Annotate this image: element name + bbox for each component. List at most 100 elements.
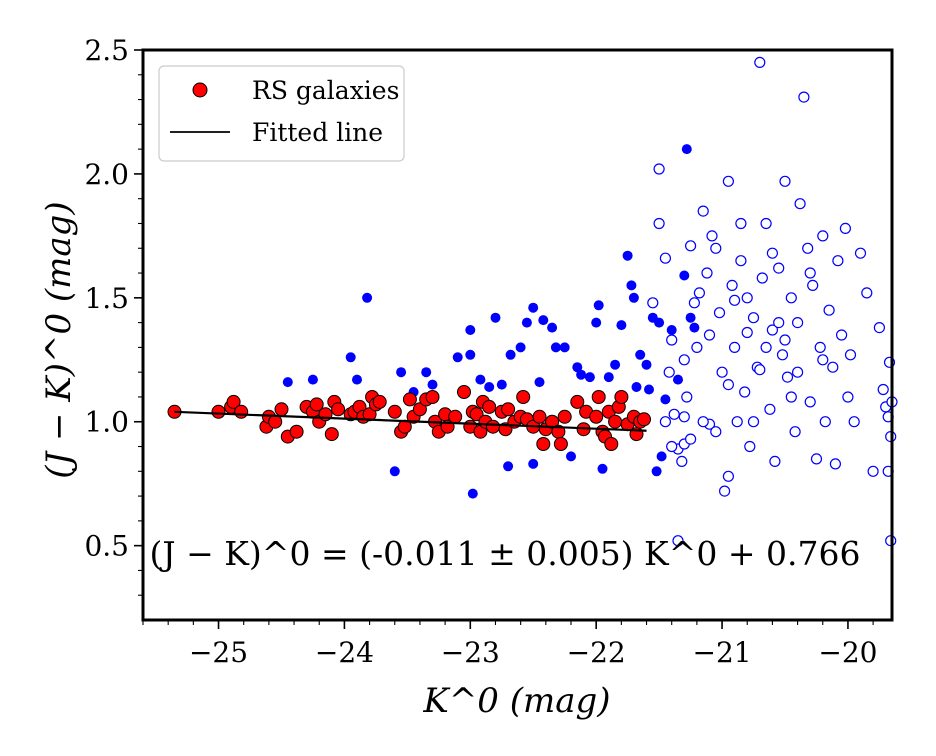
blue-open-point <box>666 334 678 346</box>
blue-filled-point <box>566 451 576 462</box>
rs-galaxy-point <box>234 404 249 419</box>
rs-galaxy-point <box>532 409 547 424</box>
blue-filled-point <box>307 374 318 385</box>
blue-open-point <box>835 329 848 341</box>
blue-open-point <box>693 287 706 299</box>
blue-filled-point <box>679 270 690 281</box>
blue-open-point <box>710 242 722 254</box>
plot-frame <box>141 48 894 622</box>
blue-open-point <box>832 255 844 267</box>
x-tick-label: −22 <box>567 636 626 669</box>
blue-filled-point <box>484 382 495 392</box>
fit-layer <box>174 410 647 432</box>
rs-galaxy-point <box>289 424 304 439</box>
blue-open-point <box>781 371 794 383</box>
blue-filled-point <box>631 382 642 392</box>
blue-filled-point <box>622 250 633 261</box>
blue-filled-point <box>467 488 478 499</box>
blue-open-point <box>773 317 785 329</box>
blue-open-point <box>754 56 766 69</box>
blue-filled-point <box>654 317 665 328</box>
rs-galaxy-point <box>545 414 560 429</box>
blue-open-point <box>807 279 819 291</box>
blue-filled-point <box>475 374 486 385</box>
blue-open-point <box>844 349 857 361</box>
legend-rs-marker <box>192 82 208 98</box>
blue-open-point <box>789 426 801 438</box>
blue-filled-point <box>465 349 476 360</box>
blue-filled-point <box>547 322 558 333</box>
blue-filled-point <box>345 352 356 363</box>
blue-open-point <box>769 455 781 467</box>
blue-open-point <box>713 307 726 319</box>
x-tick-label: −25 <box>189 636 248 669</box>
y-axis-title: (J − K)^0 (mag) <box>39 201 79 478</box>
blue-filled-point <box>396 367 407 378</box>
rs-galaxy-point <box>309 397 324 412</box>
blue-open-point <box>804 396 816 408</box>
blue-open-point <box>810 453 823 465</box>
blue-open-point <box>747 312 760 324</box>
blue-filled-point <box>610 359 621 370</box>
blue-filled-point <box>421 367 432 378</box>
blue-filled-point <box>584 372 595 383</box>
blue-open-point <box>659 252 672 264</box>
blue-open-point <box>701 267 713 279</box>
blue-open-point <box>854 247 867 259</box>
blue-open-point <box>722 379 735 391</box>
blue-filled-point <box>689 322 700 333</box>
blue-open-point <box>691 341 703 353</box>
blue-filled-point <box>465 325 476 335</box>
rs-galaxy-point <box>331 402 346 417</box>
rs-galaxy-point <box>362 407 377 422</box>
y-tick-label: 1.5 <box>84 282 129 315</box>
blue-open-point <box>731 416 743 428</box>
blue-open-point <box>676 455 688 467</box>
blue-filled-point <box>641 359 652 370</box>
blue-filled-point <box>628 292 639 303</box>
blue-open-point <box>697 416 709 428</box>
rs-galaxy-point <box>570 394 585 409</box>
rs-galaxy-point <box>274 402 289 417</box>
blue-open-point <box>791 366 804 378</box>
blue-open-point <box>747 416 760 428</box>
rs-galaxy-point <box>226 394 241 409</box>
rs-galaxy-point <box>608 414 623 429</box>
x-tick-label: −20 <box>818 636 877 669</box>
rs-galaxy-point <box>604 437 619 451</box>
blue-open-point <box>819 416 831 428</box>
blue-open-point <box>798 91 810 103</box>
blue-open-point <box>744 440 756 453</box>
blue-filled-point <box>660 394 671 405</box>
blue-open-point <box>735 255 747 267</box>
rs-galaxy-point <box>402 392 417 407</box>
blue-filled-point <box>681 144 692 155</box>
blue-open-point <box>791 317 804 329</box>
blue-filled-point <box>352 374 362 385</box>
blue-open-point <box>688 297 701 309</box>
blue-filled-point <box>282 377 293 388</box>
blue-open-point <box>706 230 718 242</box>
blue-open-point <box>867 465 879 477</box>
blue-open-point <box>728 341 741 353</box>
blue-open-point <box>666 440 678 453</box>
blue-open-point <box>842 391 854 403</box>
blue-filled-point <box>616 320 627 331</box>
y-tick-label: 2.5 <box>84 34 129 67</box>
blue-filled-point <box>362 292 373 303</box>
rs-galaxy-point <box>614 390 629 404</box>
blue-open-point <box>739 386 751 398</box>
rs-galaxy-point <box>412 402 427 417</box>
rs-galaxy-point <box>211 404 226 419</box>
blue-open-point <box>785 292 797 304</box>
legend-rs-label: RS galaxies <box>252 76 399 105</box>
blue-open-point <box>703 329 716 341</box>
rs-galaxy-point <box>589 409 604 424</box>
fitted-line <box>174 410 647 432</box>
rs-galaxy-point <box>637 412 651 427</box>
blue-filled-point <box>673 374 683 385</box>
blue-filled-point <box>452 352 463 363</box>
blue-open-point <box>802 242 814 254</box>
blue-open-point <box>829 458 842 470</box>
rs-galaxy-point <box>557 409 572 424</box>
